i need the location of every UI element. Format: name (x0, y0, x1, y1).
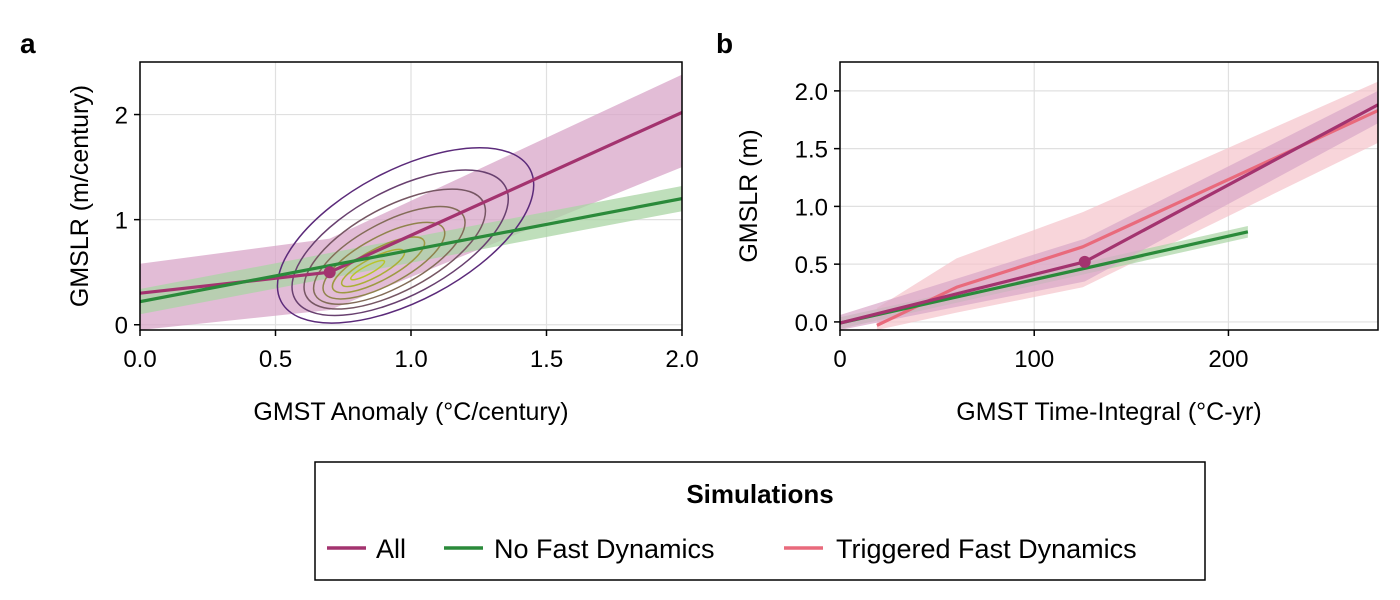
panel-a-y-tick-label-1: 1 (115, 208, 128, 235)
panel-b-marker-point (1078, 255, 1091, 268)
panel-b-y-tick-label-2: 1.0 (795, 194, 828, 221)
panel-b-line-no-fast-dynamics (840, 230, 1249, 325)
panel-a-marker-point (323, 266, 336, 279)
panel-a: a 0.0 0.5 1.0 1.5 2.0 0 1 2 GMST Anomaly (°C/ce… (20, 28, 699, 426)
panel-a-x-tick-label-3: 1.5 (530, 346, 563, 373)
panel-b-y-axis-title: GMSLR (m) (735, 129, 763, 262)
legend-box (314, 461, 1206, 581)
panel-b-ticks: 0 100 200 0.0 0.5 1.0 1.5 2.0 (795, 79, 1249, 373)
legend-label-all: All (376, 534, 406, 564)
panel-a-ticks: 0.0 0.5 1.0 1.5 2.0 0 1 2 (115, 103, 699, 373)
legend-entry-no-fast-dynamics: No Fast Dynamics (444, 534, 715, 564)
panel-a-y-axis-title: GMSLR (m/century) (66, 85, 94, 307)
panel-a-letter: a (20, 28, 36, 59)
panel-a-x-tick-label-0: 0.0 (123, 346, 156, 373)
panel-a-contour-5 (331, 236, 426, 294)
legend-title: Simulations (686, 479, 833, 509)
panel-a-marker (323, 266, 336, 279)
panel-a-x-axis-title: GMST Anomaly (°C/century) (253, 398, 568, 426)
panel-a-y-tick-label-0: 0 (115, 313, 128, 340)
panel-b: b 0 100 200 0.0 0.5 1.0 1.5 2.0 GMST Time-Integ… (716, 28, 1379, 426)
panel-b-y-tick-label-1: 0.5 (795, 252, 828, 279)
panel-b-x-axis-title: GMST Time-Integral (°C-yr) (956, 398, 1261, 426)
panel-a-contour-4 (322, 221, 446, 300)
panel-a-x-tick-label-2: 1.0 (394, 346, 427, 373)
panel-a-y-tick-label-2: 2 (115, 103, 128, 130)
panel-a-contour-3 (312, 205, 466, 305)
panel-b-x-tick-label-0: 0 (833, 346, 846, 373)
panel-b-x-tick-label-2: 200 (1208, 346, 1248, 373)
panel-b-y-tick-label-3: 1.5 (795, 137, 828, 164)
legend-entry-triggered-fast-dynamics: Triggered Fast Dynamics (784, 534, 1137, 564)
panel-b-marker (1078, 255, 1091, 268)
panel-b-y-tick-label-4: 2.0 (795, 79, 828, 106)
panel-a-contour-1 (291, 169, 510, 317)
legend-label-triggered-fast-dynamics: Triggered Fast Dynamics (836, 534, 1137, 564)
panel-a-x-tick-label-4: 2.0 (665, 346, 698, 373)
panel-b-frame (839, 61, 1379, 331)
panel-b-letter: b (716, 28, 733, 59)
legend-entry-all: All (327, 534, 406, 564)
panel-b-y-tick-label-0: 0.0 (795, 310, 828, 337)
panel-a-line-no-fast-dynamics (140, 197, 682, 304)
panel-b-x-tick-label-1: 100 (1014, 346, 1054, 373)
panel-a-contour-0 (276, 146, 535, 324)
panel-a-x-tick-label-1: 0.5 (259, 346, 292, 373)
legend: Simulations All No Fast Dynamics Trigger… (314, 461, 1206, 581)
legend-label-no-fast-dynamics: No Fast Dynamics (494, 534, 715, 564)
panel-a-contour-7 (350, 259, 386, 281)
panel-b-band-all (840, 90, 1378, 330)
